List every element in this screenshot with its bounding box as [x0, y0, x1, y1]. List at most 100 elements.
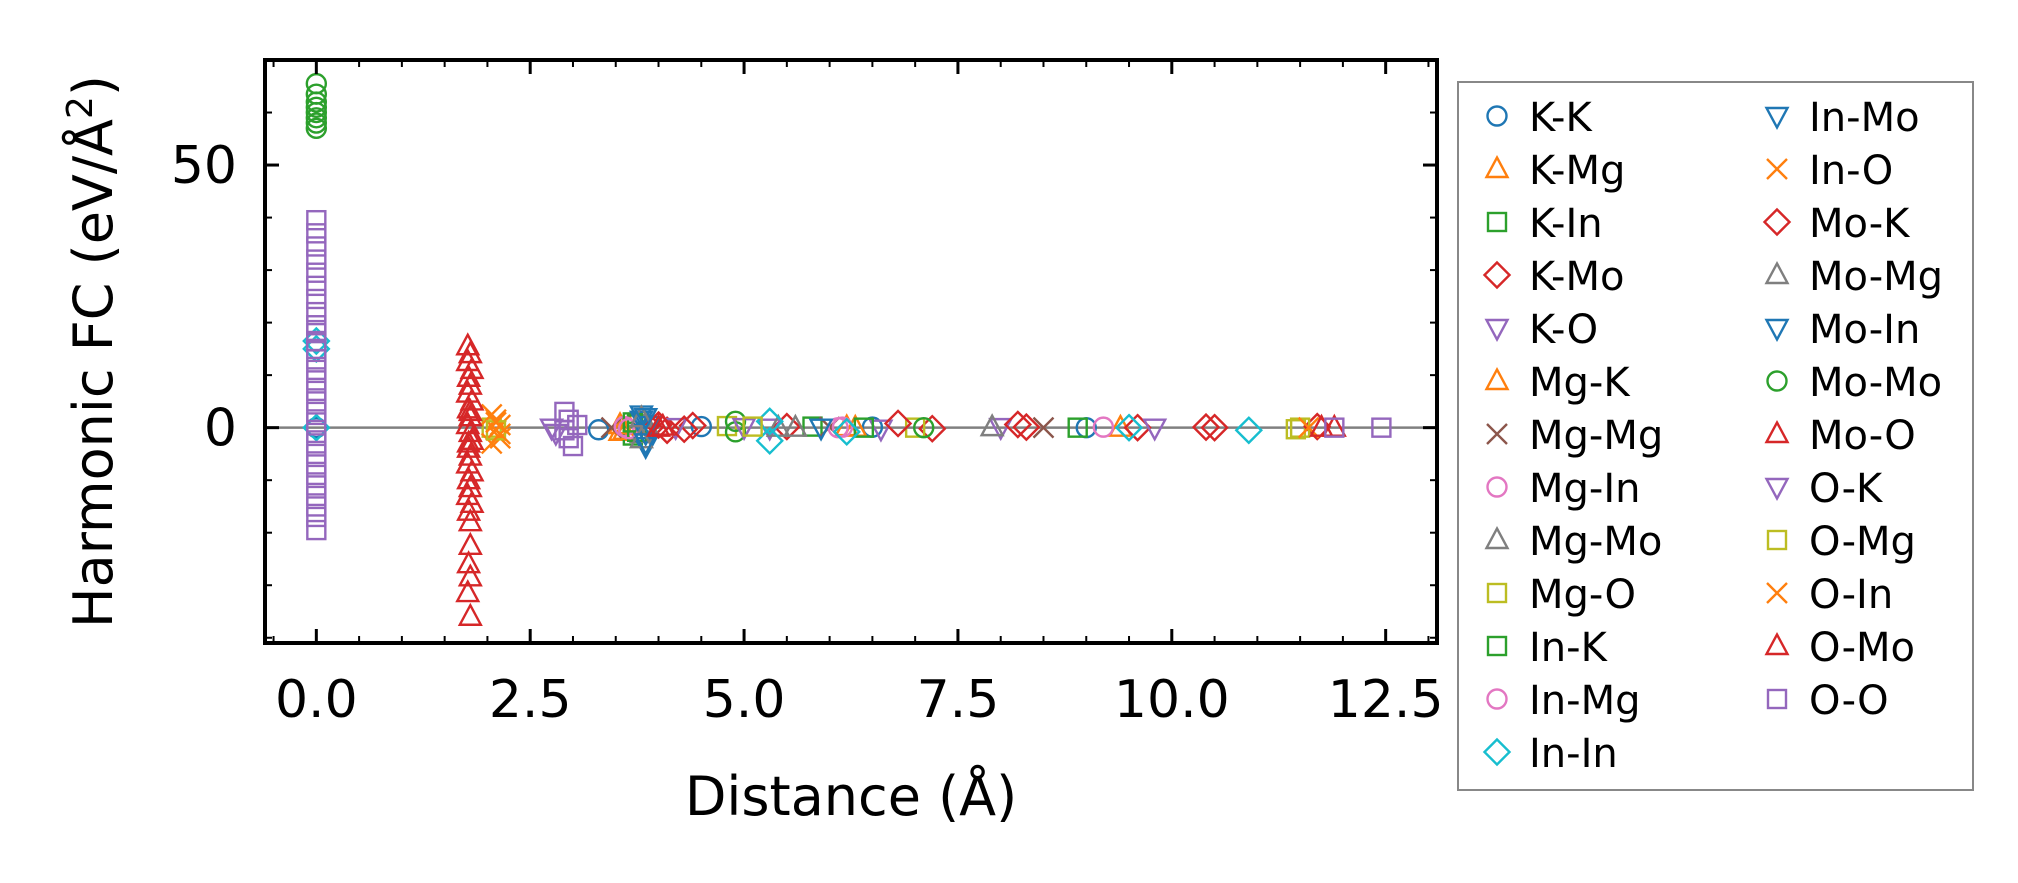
legend-marker-mo-mo	[1766, 370, 1788, 392]
plot-frame	[263, 58, 1439, 645]
legend-label-mg-in: Mg-In	[1529, 466, 1640, 512]
point-o-o	[306, 496, 327, 517]
point-o-o	[306, 301, 327, 323]
legend-marker-o-k	[1764, 477, 1790, 502]
point-o-o	[306, 433, 327, 454]
legend-label-k-mo: K-Mo	[1529, 254, 1624, 300]
legend-marker-k-mg	[1484, 154, 1510, 179]
point-mg-mg	[1032, 416, 1055, 439]
series-mo-in	[633, 407, 834, 457]
legend: K-K K-Mg K-In K-Mo K-O Mg-K Mg-Mg Mg-In Mg-Mo Mg-…	[1457, 81, 1974, 791]
series-mo-mo	[305, 72, 935, 443]
legend-label-mo-o: Mo-O	[1809, 413, 1916, 459]
legend-entry-mg-mo: Mg-Mo	[1484, 519, 1662, 565]
legend-marker-o-mg	[1766, 529, 1788, 551]
y-tick-label: 0	[204, 399, 237, 459]
point-k-o	[1142, 418, 1168, 442]
point-o-o	[306, 464, 327, 486]
legend-marker-mo-in	[1764, 318, 1790, 343]
point-o-in	[1297, 416, 1320, 439]
legend-label-mo-in: Mo-In	[1809, 307, 1920, 353]
legend-label-o-mo: O-Mo	[1809, 625, 1915, 671]
legend-label-k-in: K-In	[1529, 201, 1603, 247]
point-o-k	[539, 418, 565, 442]
legend-entry-mg-in: Mg-In	[1486, 466, 1640, 512]
point-o-o	[306, 391, 327, 412]
legend-label-mo-mo: Mo-Mo	[1809, 360, 1942, 406]
point-mo-k	[883, 409, 913, 438]
point-o-o	[306, 249, 327, 270]
legend-marker-mg-mo	[1484, 525, 1510, 550]
legend-entry-mg-k: Mg-K	[1484, 360, 1631, 406]
x-tick-label: 7.5	[917, 670, 1000, 730]
point-in-in	[832, 417, 861, 447]
point-in-in	[1234, 416, 1263, 445]
legend-frame	[1457, 81, 1974, 791]
legend-label-o-o: O-O	[1809, 678, 1889, 724]
point-o-o	[306, 275, 327, 297]
point-mo-o	[455, 579, 481, 603]
point-o-o	[306, 475, 327, 496]
point-mo-o	[456, 497, 482, 521]
legend-entry-in-o: In-O	[1766, 148, 1893, 194]
point-mo-k	[669, 415, 699, 444]
legend-entry-mo-mg: Mo-Mg	[1764, 254, 1943, 300]
point-k-o	[868, 419, 894, 443]
point-in-mo	[628, 410, 654, 434]
point-o-mo	[457, 508, 483, 532]
point-o-mo	[1309, 413, 1335, 437]
point-o-o	[306, 236, 327, 257]
legend-entry-in-in: In-In	[1482, 731, 1618, 777]
point-o-o	[306, 338, 327, 360]
legend-entry-o-mg: O-Mg	[1766, 519, 1916, 565]
point-o-o	[306, 401, 327, 423]
point-o-o	[306, 380, 327, 402]
legend-marker-in-mg	[1486, 688, 1508, 710]
legend-entry-mo-in: Mo-In	[1764, 307, 1920, 353]
legend-marker-mo-o	[1764, 419, 1790, 444]
point-k-in	[802, 416, 823, 437]
legend-marker-mg-k	[1484, 366, 1510, 391]
point-mo-o	[456, 550, 482, 574]
point-o-o	[306, 422, 327, 444]
legend-entry-o-o: O-O	[1766, 678, 1889, 724]
point-k-mo	[1012, 412, 1041, 442]
point-mo-o	[455, 332, 481, 356]
point-mo-in	[633, 433, 659, 457]
point-o-o	[567, 414, 588, 436]
point-o-o	[306, 506, 327, 528]
legend-marker-in-k	[1486, 635, 1508, 657]
point-in-in	[1114, 413, 1144, 442]
legend-label-o-in: O-In	[1809, 572, 1893, 618]
point-k-o	[988, 417, 1014, 442]
legend-entry-k-mg: K-Mg	[1484, 148, 1625, 194]
point-o-o	[306, 443, 327, 465]
point-mo-k	[1003, 410, 1033, 439]
point-mo-o	[457, 602, 483, 626]
point-k-k	[690, 415, 712, 438]
point-o-mo	[650, 412, 676, 436]
point-o-mo	[456, 429, 482, 453]
legend-label-mo-k: Mo-K	[1809, 201, 1911, 247]
legend-marker-o-o	[1766, 688, 1788, 710]
point-o-o	[306, 454, 327, 475]
axis-ticks: 0.0 2.5 5.0 7.5 10.0 12.5 0 50	[171, 59, 1444, 730]
data-points	[302, 72, 1392, 626]
legend-entry-k-in: K-In	[1486, 201, 1603, 247]
series-mo-o	[455, 332, 1347, 626]
point-o-mg	[742, 416, 763, 437]
point-in-mg	[831, 416, 854, 438]
legend-marker-k-k	[1486, 105, 1508, 127]
point-mg-in	[1092, 416, 1115, 438]
legend-label-mg-mg: Mg-Mg	[1529, 413, 1663, 459]
legend-entry-o-in: O-In	[1766, 572, 1893, 618]
y-tick-label: 50	[171, 136, 237, 196]
legend-entry-mo-o: Mo-O	[1764, 413, 1916, 459]
legend-marker-mo-mg	[1764, 260, 1790, 285]
x-tick-label: 2.5	[489, 670, 572, 730]
legend-marker-mo-k	[1762, 207, 1792, 237]
x-tick-label: 10.0	[1114, 670, 1230, 730]
point-mo-in	[808, 418, 834, 442]
point-mo-in	[633, 407, 659, 432]
